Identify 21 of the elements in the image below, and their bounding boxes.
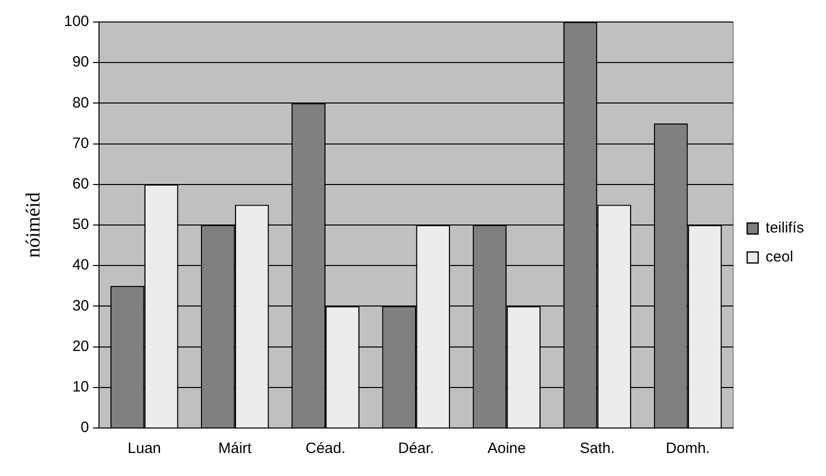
y-tick-label: 80 bbox=[72, 94, 90, 112]
y-tick-label: 20 bbox=[72, 338, 90, 355]
legend-label: ceol bbox=[766, 248, 794, 266]
x-tick-label: Déar. bbox=[398, 440, 434, 458]
y-tick-label: 100 bbox=[64, 13, 90, 30]
y-tick-label: 30 bbox=[72, 297, 90, 314]
y-tick-label: 0 bbox=[80, 419, 90, 436]
x-tick-label: Máirt bbox=[218, 440, 252, 458]
y-tick-label: 70 bbox=[72, 134, 90, 152]
x-tick-label: Domh. bbox=[666, 440, 710, 458]
y-tick-label: 60 bbox=[72, 176, 90, 193]
y-tick-label: 50 bbox=[72, 216, 90, 234]
x-tick-label: Sath. bbox=[580, 440, 615, 458]
x-tick-label: Luan bbox=[128, 440, 162, 458]
x-tick-label: Aoine bbox=[487, 440, 526, 458]
y-tick-label: 10 bbox=[72, 378, 90, 396]
y-tick-label: 90 bbox=[72, 54, 90, 71]
x-tick-label: Céad. bbox=[305, 440, 346, 458]
legend-label: teilifís bbox=[766, 220, 804, 237]
y-tick-label: 40 bbox=[72, 256, 90, 274]
y-axis-title: nóiméid bbox=[22, 192, 44, 258]
